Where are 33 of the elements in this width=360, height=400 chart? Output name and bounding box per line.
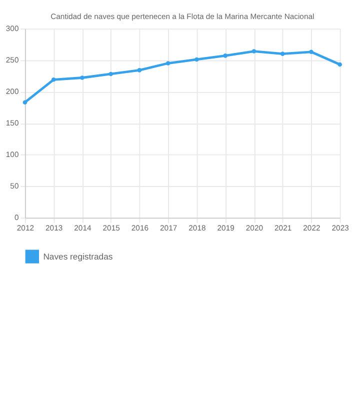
y-tick-label: 150	[6, 118, 19, 128]
x-tick-label: 2017	[160, 224, 178, 233]
x-tick-label: 2014	[74, 224, 92, 233]
y-tick-label: 100	[6, 150, 19, 160]
point	[338, 62, 342, 67]
x-tick-label: 2020	[246, 224, 263, 233]
x-tick-label: 2013	[46, 224, 63, 233]
point	[80, 76, 84, 80]
legend-label: Naves registradas	[43, 251, 113, 262]
point	[108, 72, 113, 76]
point	[223, 54, 228, 58]
y-tick-label: 200	[6, 87, 19, 96]
point	[51, 78, 56, 82]
point	[137, 68, 142, 72]
point	[280, 52, 285, 56]
point	[166, 61, 170, 66]
y-tick-label: 50	[10, 182, 19, 191]
point	[22, 100, 28, 104]
point	[252, 49, 256, 54]
x-tick-label: 2012	[16, 224, 34, 233]
x-tick-label: 2018	[188, 224, 206, 233]
x-tick-label: 2019	[217, 224, 234, 233]
point	[194, 57, 199, 62]
y-tick-label: 250	[6, 56, 19, 64]
y-tick-label: 300	[6, 24, 19, 33]
x-tick-label: 2022	[303, 224, 320, 233]
chart-title: Cantidad de naves que pertenecen a la Flota de la Marina Mercante Nacional	[50, 12, 314, 21]
y-tick-label: 0	[14, 213, 19, 222]
x-tick-label: 2016	[131, 224, 148, 233]
x-tick-label: 2021	[274, 224, 292, 233]
x-tick-label: 2023	[332, 224, 349, 233]
x-tick-label: 2015	[102, 224, 120, 233]
point	[309, 50, 314, 54]
